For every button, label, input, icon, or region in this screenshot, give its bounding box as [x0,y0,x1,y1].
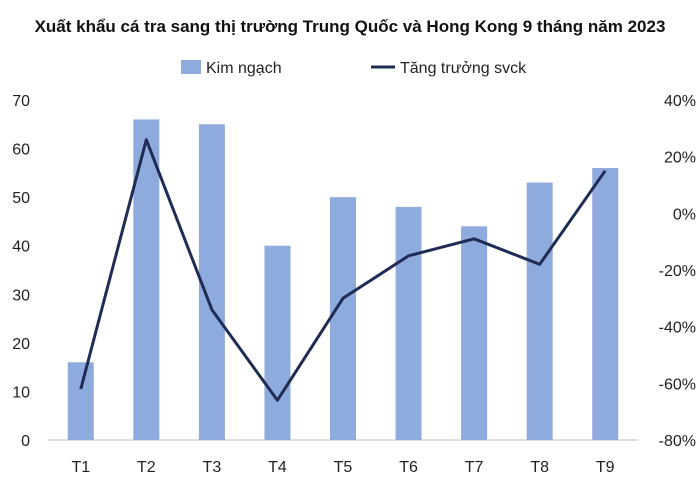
bar-series [67,119,619,441]
y2-tick-label: -20% [659,263,696,280]
legend-label-kim-ngach: Kim ngạch [206,60,282,77]
bar-t6 [395,206,422,440]
x-axis: T1 T2 T3 T4 T5 T6 T7 T8 T9 [71,459,614,476]
bar-t8 [526,182,553,441]
y-tick-label: 40 [12,239,30,256]
y-axis-right: -80% -60% -40% -20% 0% 20% 40% [659,93,696,450]
legend-label-tang-truong: Tăng trưởng svck [400,60,527,77]
bar-t4 [264,245,291,440]
y2-tick-label: -80% [659,433,696,450]
x-tick-label: T7 [465,459,484,476]
x-tick-label: T2 [137,459,156,476]
bar-t3 [198,124,225,441]
chart-title: Xuất khẩu cá tra sang thị trường Trung Q… [35,17,666,36]
x-tick-label: T3 [203,459,222,476]
y-tick-label: 50 [12,190,30,207]
bar-t7 [461,226,488,440]
y2-tick-label: 0% [673,206,696,223]
y2-tick-label: -60% [659,376,696,393]
line-series [79,138,607,402]
y2-tick-label: 20% [664,150,696,167]
x-tick-label: T8 [530,459,549,476]
y-axis-left: 0 10 20 30 40 50 60 70 [12,93,30,450]
y-tick-label: 20 [12,336,30,353]
bar-t1 [67,362,94,440]
x-tick-label: T5 [334,459,353,476]
x-tick-label: T6 [399,459,418,476]
y2-tick-label: 40% [664,93,696,110]
legend-swatch-kim-ngach [181,60,201,74]
y-tick-label: 70 [12,93,30,110]
y-tick-label: 30 [12,287,30,304]
bar-t5 [330,197,356,440]
x-tick-label: T9 [596,459,615,476]
y-tick-label: 10 [12,384,30,401]
y-tick-label: 0 [21,433,30,450]
bar-t9 [592,168,619,440]
legend: Kim ngạch Tăng trưởng svck [181,60,527,77]
y2-tick-label: -40% [659,320,696,337]
x-tick-label: T4 [268,459,287,476]
y-tick-label: 60 [12,142,30,159]
x-tick-label: T1 [71,459,90,476]
